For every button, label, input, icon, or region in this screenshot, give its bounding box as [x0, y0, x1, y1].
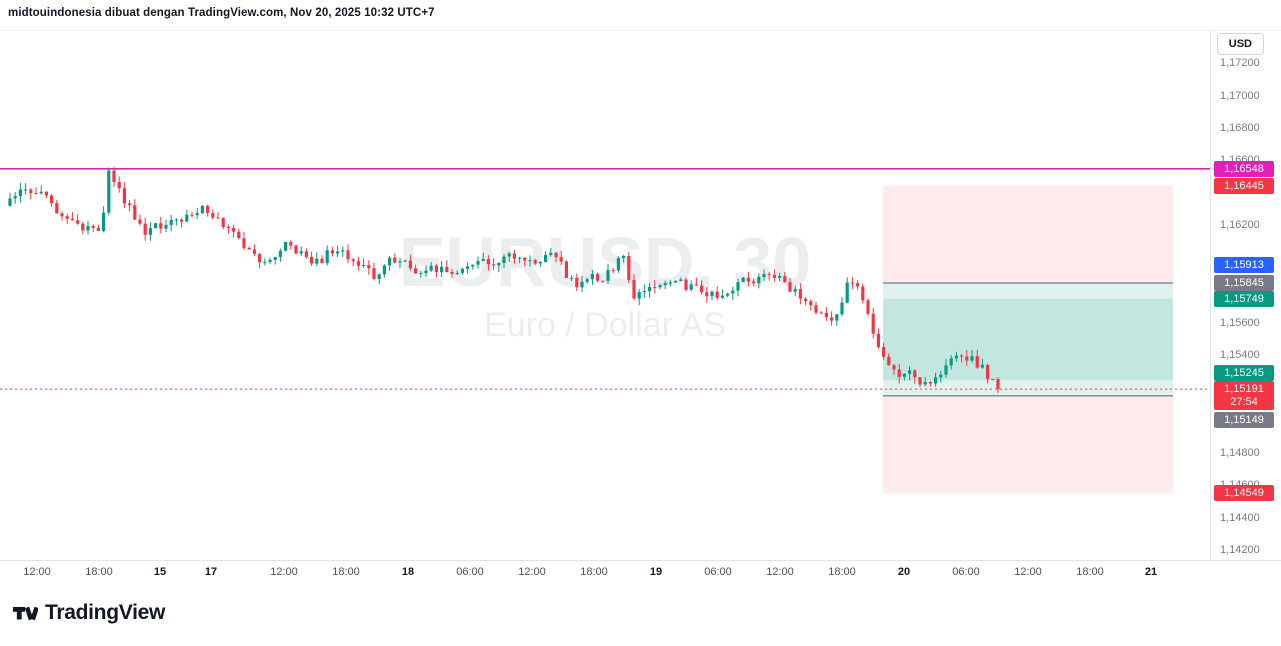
- chart-top-separator: [0, 30, 1281, 31]
- time-axis-label: 18:00: [828, 566, 856, 578]
- price-badge: 1,14549: [1214, 485, 1274, 501]
- position-stop-zone[interactable]: [883, 185, 1173, 283]
- time-axis-separator: [0, 560, 1281, 561]
- time-axis-label: 12:00: [518, 566, 546, 578]
- position-stop-zone[interactable]: [883, 395, 1173, 494]
- price-axis-label: 1,16800: [1220, 122, 1260, 134]
- price-badge: 1,15245: [1214, 365, 1274, 381]
- time-axis-label: 06:00: [704, 566, 732, 578]
- time-axis-label: 06:00: [952, 566, 980, 578]
- time-axis-label: 18: [401, 566, 415, 578]
- time-axis-label: 06:00: [456, 566, 484, 578]
- time-axis-label: 18:00: [1076, 566, 1104, 578]
- price-badge: 1,15191 27:54: [1214, 381, 1274, 410]
- price-badge: 1,15845: [1214, 275, 1274, 291]
- price-badge: 1,15749: [1214, 291, 1274, 307]
- price-badge: 1,15913: [1214, 257, 1274, 273]
- time-axis-label: 18:00: [580, 566, 608, 578]
- tradingview-logo-icon: [12, 606, 38, 621]
- time-axis-label: 21: [1144, 566, 1158, 578]
- tradingview-logo-text: TradingView: [45, 601, 166, 624]
- price-badge: 1,15149: [1214, 412, 1274, 428]
- time-axis-label: 19: [649, 566, 663, 578]
- candlestick-series: [8, 166, 1000, 393]
- price-axis-label: 1,15400: [1220, 349, 1260, 361]
- time-axis-label: 12:00: [766, 566, 794, 578]
- tradingview-logo[interactable]: TradingView: [12, 600, 165, 626]
- price-axis-label: 1,14400: [1220, 512, 1260, 524]
- price-badge: 1,16445: [1214, 178, 1274, 194]
- position-profit-zone[interactable]: [883, 283, 1173, 381]
- time-axis[interactable]: 12:00 18:00 15 17 12:00 18:00 18 06:00 12:00 18:0…: [0, 561, 1210, 589]
- bar-close-countdown: 27:54: [1230, 395, 1258, 408]
- price-axis-label: 1,17200: [1220, 57, 1260, 69]
- time-axis-label: 18:00: [85, 566, 113, 578]
- price-axis-label: 1,16200: [1220, 219, 1260, 231]
- price-axis-separator: [1210, 31, 1211, 560]
- price-badge: 1,16548: [1214, 161, 1274, 177]
- time-axis-label: 20: [897, 566, 911, 578]
- position-profit-zone[interactable]: [883, 298, 1173, 396]
- time-axis-label: 12:00: [1014, 566, 1042, 578]
- price-axis[interactable]: 1,17200 1,17000 1,16800 1,16600 1,16200 1,156…: [1211, 31, 1281, 560]
- price-axis-label: 1,14800: [1220, 447, 1260, 459]
- time-axis-label: 12:00: [23, 566, 51, 578]
- price-axis-label: 1,15600: [1220, 317, 1260, 329]
- candlestick-chart-pane[interactable]: [0, 0, 1210, 600]
- currency-unit-button[interactable]: USD: [1216, 33, 1264, 55]
- attribution-text: midtouindonesia dibuat dengan TradingVie…: [8, 7, 435, 19]
- time-axis-label: 12:00: [270, 566, 298, 578]
- time-axis-label: 15: [153, 566, 167, 578]
- price-axis-label: 1,14200: [1220, 544, 1260, 556]
- price-axis-label: 1,17000: [1220, 90, 1260, 102]
- time-axis-label: 17: [204, 566, 218, 578]
- time-axis-label: 18:00: [332, 566, 360, 578]
